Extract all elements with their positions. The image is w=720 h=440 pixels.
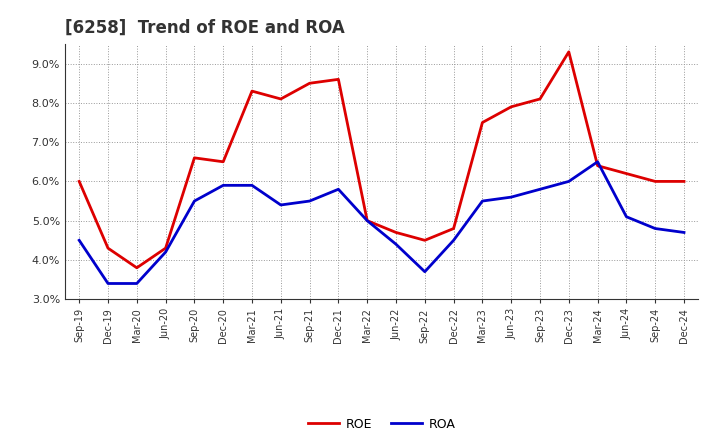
ROE [564,49,573,55]
ROE [104,246,112,251]
ROA [507,194,516,200]
Legend: ROE, ROA: ROE, ROA [303,413,460,436]
ROE [622,171,631,176]
ROE [248,88,256,94]
ROE [75,179,84,184]
Text: [6258]  Trend of ROE and ROA: [6258] Trend of ROE and ROA [65,19,345,37]
ROE [219,159,228,165]
ROE [392,230,400,235]
ROA [564,179,573,184]
ROA [593,159,602,165]
ROA [190,198,199,204]
ROA [334,187,343,192]
ROE [334,77,343,82]
ROE [305,81,314,86]
ROE [363,218,372,224]
ROE [276,96,285,102]
ROA [449,238,458,243]
ROA [420,269,429,275]
ROE [190,155,199,161]
ROA [363,218,372,224]
ROE [420,238,429,243]
ROE [132,265,141,271]
ROA [680,230,688,235]
ROA [392,242,400,247]
ROA [478,198,487,204]
ROE [449,226,458,231]
ROE [536,96,544,102]
ROE [593,163,602,169]
ROA [104,281,112,286]
ROA [651,226,660,231]
ROA [305,198,314,204]
ROA [75,238,84,243]
ROE [680,179,688,184]
ROA [219,183,228,188]
ROA [536,187,544,192]
ROA [622,214,631,220]
ROA [161,249,170,255]
ROE [478,120,487,125]
ROA [132,281,141,286]
ROE [161,246,170,251]
Line: ROA: ROA [79,162,684,283]
ROE [651,179,660,184]
Line: ROE: ROE [79,52,684,268]
ROA [276,202,285,208]
ROE [507,104,516,110]
ROA [248,183,256,188]
